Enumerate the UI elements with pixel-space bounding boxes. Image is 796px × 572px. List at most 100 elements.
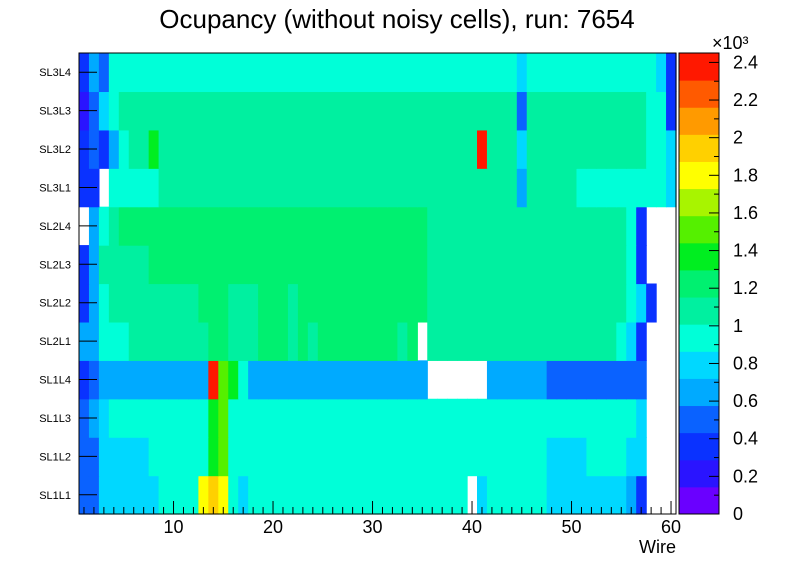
heatmap-cell [238,168,249,208]
row-label: SL2L1 [39,336,71,348]
heatmap-cell [168,283,180,323]
heatmap-cell [477,398,488,438]
heatmap-cell [377,91,389,131]
palette-swatch [679,215,719,244]
x-axis-label: Wire [639,537,676,557]
heatmap-cell [278,475,289,515]
heatmap-cell [447,245,458,285]
heatmap-cell [556,91,568,131]
heatmap-cell [526,91,538,131]
heatmap-cell [258,283,269,323]
heatmap-cell [427,168,438,208]
heatmap-cell [128,475,140,515]
heatmap-cell [626,91,637,131]
heatmap-cell [307,206,319,246]
heatmap-cell [496,398,508,438]
heatmap-cell [228,321,239,361]
heatmap-cell [566,91,578,131]
palette-tick-label: 0.6 [733,391,758,411]
heatmap-cell [387,206,398,246]
heatmap-cell [178,360,190,400]
heatmap-cell [467,321,478,361]
heatmap-cell [417,360,428,400]
heatmap-cell [596,168,607,208]
heatmap-cell [228,245,239,285]
heatmap-cell [427,283,438,323]
heatmap-cell [268,91,279,131]
heatmap-cell [387,91,398,131]
heatmap-cell [636,321,647,361]
heatmap-cell [606,168,617,208]
heatmap-cell [526,129,538,169]
heatmap-cell [616,321,627,361]
heatmap-cell [307,283,319,323]
heatmap-cell [188,398,199,438]
heatmap-cell [158,245,170,285]
heatmap-cell [576,321,588,361]
heatmap-cell [566,360,578,400]
heatmap-cell [357,206,369,246]
heatmap-cell [347,53,359,93]
heatmap-cell [546,398,558,438]
x-tick-label: 60 [661,517,681,537]
heatmap-cell [427,91,438,131]
heatmap-cell [317,437,329,477]
heatmap-cell [148,437,160,477]
heatmap-cell [516,129,528,169]
heatmap-cell [496,437,508,477]
heatmap-cell [467,283,478,323]
heatmap-cell [576,168,588,208]
heatmap-cell [327,283,339,323]
heatmap-cell [278,91,289,131]
heatmap-cell [238,475,249,515]
heatmap-cell [407,129,418,169]
heatmap-cell [397,360,408,400]
heatmap-cell [118,168,130,208]
heatmap-cell [626,398,637,438]
heatmap-cell [178,283,190,323]
heatmap-cell [556,321,568,361]
heatmap-cell [158,53,170,93]
heatmap-cell [98,206,110,246]
heatmap-cell [287,398,299,438]
heatmap-cell [387,168,398,208]
row-label: SL1L3 [39,413,71,425]
heatmap-cell [228,283,239,323]
heatmap-cell [158,129,170,169]
heatmap-cell [148,245,160,285]
heatmap-cell [477,283,488,323]
heatmap-cell [616,53,627,93]
heatmap-cell [248,360,259,400]
heatmap-cell [238,283,249,323]
heatmap-cell [347,283,359,323]
heatmap-cell [347,321,359,361]
heatmap-cell [238,437,249,477]
heatmap-cell [317,53,329,93]
heatmap-cell [536,398,548,438]
palette-tick-label: 1.8 [733,165,758,185]
heatmap-cell [397,475,408,515]
heatmap-cell [218,475,229,515]
heatmap-cell [556,283,568,323]
heatmap-cell [536,168,548,208]
heatmap-cell [327,245,339,285]
heatmap-cell [148,91,160,131]
heatmap-cell [128,283,140,323]
heatmap-cell [108,321,120,361]
heatmap-cell [536,437,548,477]
heatmap-cell [148,398,160,438]
heatmap-cell [586,398,597,438]
heatmap-cell [496,91,508,131]
heatmap-cell [158,283,170,323]
heatmap-cell [208,283,219,323]
heatmap-cell [656,91,667,131]
heatmap-cell [148,475,160,515]
heatmap-cell [317,245,329,285]
heatmap-cell [536,245,548,285]
row-label: SL3L4 [39,67,71,79]
heatmap-cell [377,321,389,361]
heatmap-cell [586,360,597,400]
heatmap-cell [636,168,647,208]
heatmap-cell [278,245,289,285]
heatmap-cell [148,168,160,208]
